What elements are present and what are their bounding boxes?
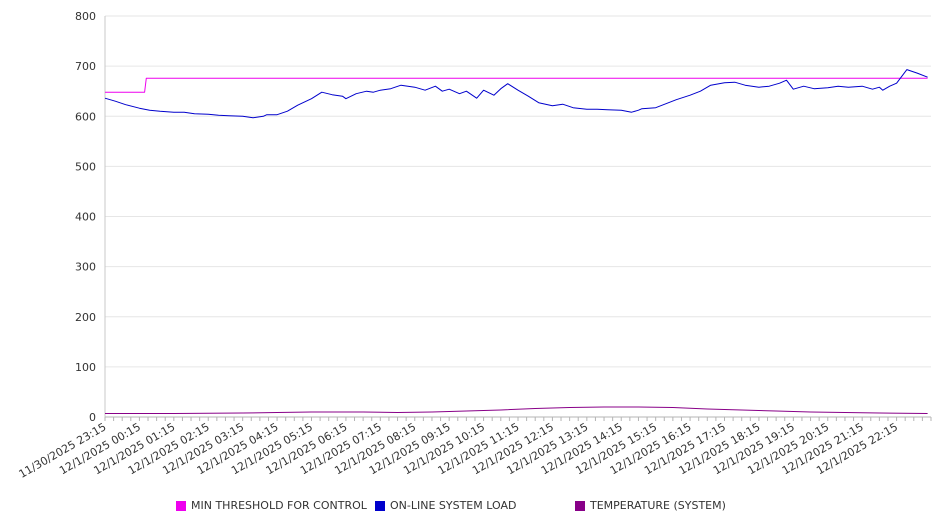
legend-label: MIN THRESHOLD FOR CONTROL (191, 499, 367, 512)
legend-swatch-blue (375, 500, 385, 511)
legend-swatch-purple (575, 500, 585, 511)
y-tick-label: 0 (89, 411, 96, 424)
y-tick-label: 100 (75, 361, 96, 374)
legend-item-temperature[interactable]: TEMPERATURE (SYSTEM) (575, 499, 726, 512)
legend: MIN THRESHOLD FOR CONTROL ON-LINE SYSTEM… (0, 499, 946, 513)
y-tick-label: 700 (75, 60, 96, 73)
y-tick-labels: 0 100 200 300 400 500 600 700 800 (75, 10, 96, 424)
grid-lines (105, 15, 931, 368)
series-line-temperature-system (105, 406, 928, 414)
legend-swatch-magenta (176, 500, 186, 511)
y-tick-label: 300 (75, 261, 96, 274)
legend-item-min-threshold[interactable]: MIN THRESHOLD FOR CONTROL (176, 499, 367, 512)
y-tick-label: 400 (75, 211, 96, 224)
y-tick-label: 200 (75, 311, 96, 324)
axes (104, 16, 932, 421)
series-line-min-threshold-for-control (105, 77, 928, 93)
series-lines (104, 69, 928, 414)
y-tick-label: 500 (75, 160, 96, 173)
series-line-on-line-system-load (104, 69, 928, 119)
legend-label: ON-LINE SYSTEM LOAD (390, 499, 517, 512)
y-tick-label: 800 (75, 10, 96, 23)
y-tick-label: 600 (75, 110, 96, 123)
legend-label: TEMPERATURE (SYSTEM) (590, 499, 726, 512)
legend-item-system-load[interactable]: ON-LINE SYSTEM LOAD (375, 499, 516, 512)
